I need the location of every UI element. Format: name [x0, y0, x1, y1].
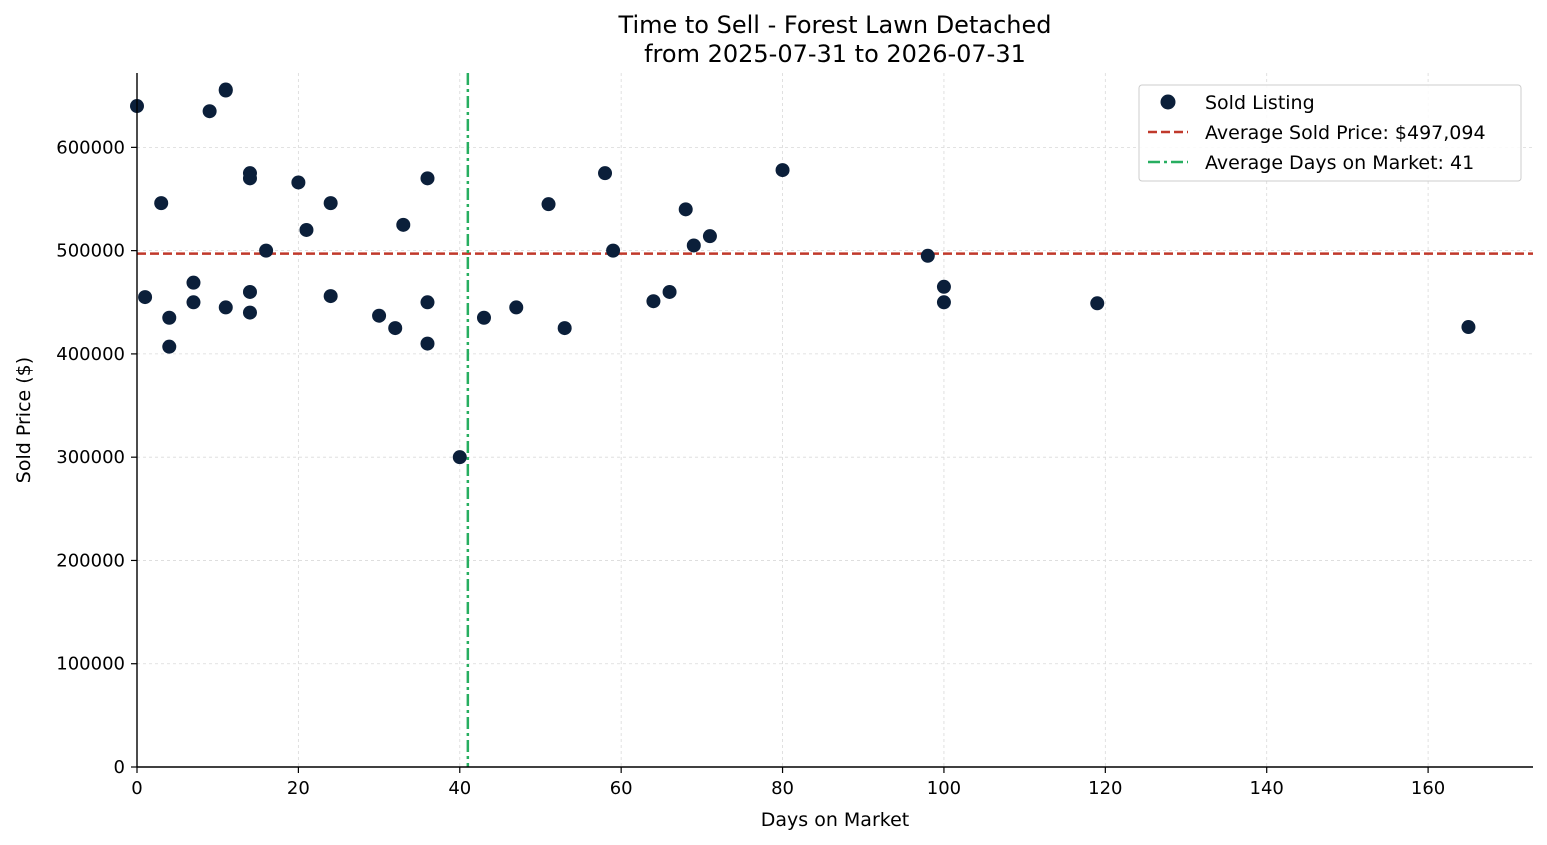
data-point	[420, 171, 435, 186]
data-point	[509, 300, 524, 315]
x-tick-label: 160	[1411, 778, 1445, 799]
data-point	[920, 248, 935, 263]
y-tick-label: 500000	[56, 241, 125, 262]
data-point	[372, 308, 387, 323]
data-point	[299, 222, 314, 237]
data-point	[557, 321, 572, 336]
x-axis-label: Days on Market	[761, 809, 909, 831]
legend-label-sold-listing: Sold Listing	[1205, 92, 1315, 114]
data-point	[186, 275, 201, 290]
data-point	[291, 175, 306, 190]
data-point	[646, 294, 661, 309]
data-point	[1461, 320, 1476, 335]
y-tick-label: 0	[114, 757, 125, 778]
x-tick-label: 140	[1250, 778, 1284, 799]
axes	[131, 73, 1533, 773]
data-point	[186, 295, 201, 310]
data-point	[162, 310, 177, 325]
data-point	[702, 229, 717, 244]
data-point	[1090, 296, 1105, 311]
scatter-points	[130, 82, 1476, 465]
legend-label-average-sold-price: Average Sold Price: $497,094	[1205, 122, 1486, 144]
data-point	[396, 217, 411, 232]
data-point	[154, 196, 169, 211]
data-point	[242, 171, 257, 186]
data-point	[662, 284, 677, 299]
chart-title-line1: Time to Sell - Forest Lawn Detached	[618, 11, 1052, 39]
data-point	[388, 321, 403, 336]
x-tick-label: 40	[448, 778, 471, 799]
data-point	[420, 336, 435, 351]
tick-labels: 0 20 40 60 80 100 120 140 160 0 100000 200000 300000…	[56, 137, 1445, 799]
data-point	[323, 196, 338, 211]
data-point	[218, 83, 233, 98]
x-tick-label: 100	[927, 778, 961, 799]
x-tick-label: 0	[131, 778, 142, 799]
chart-title-line2: from 2025-07-31 to 2026-07-31	[644, 40, 1026, 68]
data-point	[259, 243, 274, 258]
y-tick-label: 300000	[56, 447, 125, 468]
data-point	[936, 279, 951, 294]
data-point	[242, 305, 257, 320]
y-tick-label: 600000	[56, 137, 125, 158]
y-tick-label: 100000	[56, 654, 125, 675]
data-point	[598, 166, 613, 181]
y-tick-label: 400000	[56, 344, 125, 365]
y-tick-label: 200000	[56, 550, 125, 571]
x-tick-label: 120	[1088, 778, 1122, 799]
x-tick-label: 80	[771, 778, 794, 799]
data-point	[138, 290, 153, 305]
data-point	[420, 295, 435, 310]
data-point	[242, 284, 257, 299]
data-point	[678, 202, 693, 217]
data-point	[775, 163, 790, 178]
legend-box	[1138, 84, 1522, 182]
data-point	[541, 197, 556, 212]
data-point	[218, 300, 233, 315]
data-point	[202, 104, 217, 119]
data-point	[686, 238, 701, 253]
y-axis-label: Sold Price ($)	[13, 357, 35, 483]
legend-label-average-days: Average Days on Market: 41	[1205, 152, 1474, 174]
data-point	[936, 295, 951, 310]
data-point	[162, 339, 177, 354]
legend-marker-points	[1160, 94, 1176, 110]
data-point	[476, 310, 491, 325]
data-point	[606, 243, 621, 258]
data-point	[323, 289, 338, 304]
x-tick-label: 60	[610, 778, 633, 799]
data-point	[452, 450, 467, 465]
legend: Sold Listing Average Sold Price: $497,09…	[1138, 84, 1522, 182]
reference-lines	[137, 73, 1533, 767]
x-tick-label: 20	[287, 778, 310, 799]
